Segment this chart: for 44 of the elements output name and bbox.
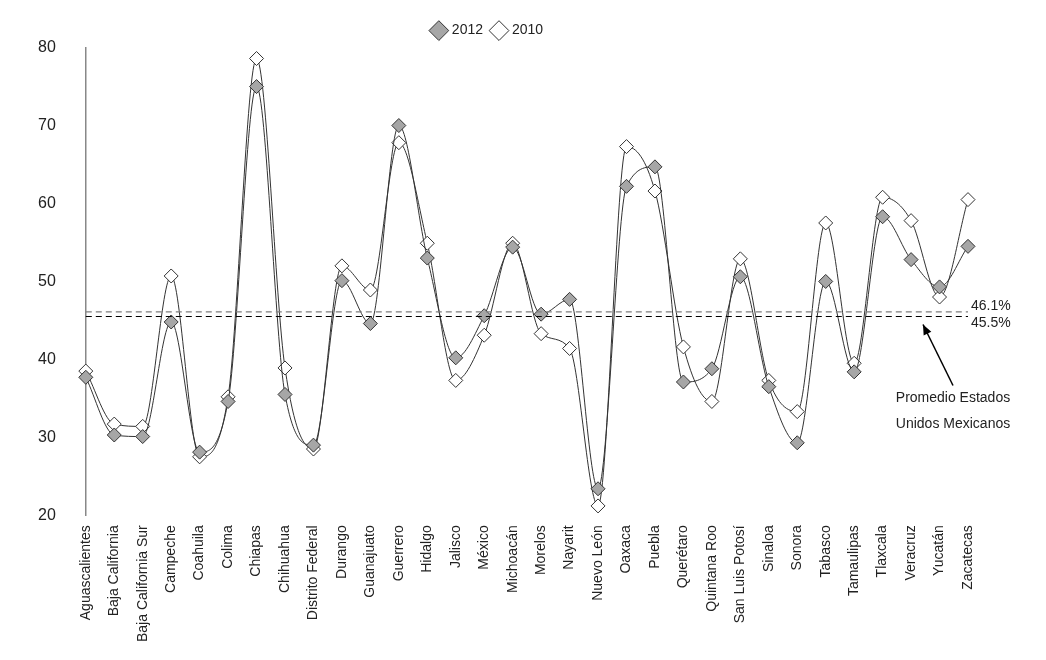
- x-tick-label: Tamaulipas: [845, 525, 862, 597]
- legend-label: 2010: [512, 21, 544, 38]
- x-tick-label: Sinaloa: [759, 525, 776, 572]
- y-tick-label: 60: [38, 193, 56, 211]
- x-tick-label: Querétaro: [674, 525, 691, 589]
- x-tick-label: Puebla: [645, 525, 662, 569]
- x-tick-label: Durango: [332, 525, 349, 579]
- x-tick-label: Yucatán: [930, 525, 947, 576]
- x-tick-label: Campeche: [162, 525, 179, 593]
- y-tick-label: 80: [38, 38, 56, 56]
- x-tick-label: Oaxaca: [617, 525, 634, 574]
- x-tick-label: Guanajuato: [361, 525, 378, 598]
- ref-line-label: 46.1%: [971, 296, 1011, 313]
- x-tick-label: Coahuila: [190, 525, 207, 581]
- x-tick-label: Tabasco: [816, 525, 833, 578]
- x-tick-label: Baja California: [105, 525, 122, 617]
- x-tick-label: México: [475, 525, 492, 570]
- y-tick-label: 40: [38, 349, 56, 367]
- x-tick-label: Nuevo León: [588, 525, 605, 601]
- x-tick-label: Guerrero: [389, 525, 406, 582]
- x-tick-label: Veracruz: [901, 525, 918, 581]
- x-tick-label: San Luis Potosí: [731, 525, 748, 624]
- y-tick-label: 20: [38, 505, 56, 523]
- x-tick-label: Tlaxcala: [873, 525, 890, 578]
- annotation: Promedio Estados Unidos Mexicanos: [895, 389, 1011, 432]
- y-tick-label: 30: [38, 427, 56, 445]
- x-tick-label: Morelos: [531, 525, 548, 576]
- y-tick-label: 50: [38, 271, 56, 289]
- x-tick-label: Chiapas: [247, 525, 264, 577]
- legend-label: 2012: [451, 21, 484, 38]
- y-tick-label: 70: [38, 115, 56, 133]
- x-tick-label: Aguascalientes: [76, 525, 93, 621]
- ref-line-label: 45.5%: [971, 314, 1011, 331]
- x-tick-label: Baja California Sur: [133, 524, 150, 643]
- x-tick-label: Distrito Federal: [304, 525, 321, 621]
- x-tick-label: Hidalgo: [418, 525, 435, 573]
- x-tick-label: Zacatecas: [958, 525, 975, 590]
- x-tick-label: Michoacán: [503, 525, 520, 593]
- x-tick-label: Quintana Roo: [702, 525, 719, 612]
- x-tick-label: Chihuahua: [275, 525, 292, 594]
- x-tick-label: Colima: [218, 525, 235, 569]
- x-tick-label: Nayarit: [560, 525, 577, 570]
- x-tick-label: Sonora: [788, 525, 805, 571]
- x-tick-label: Jalisco: [446, 525, 463, 569]
